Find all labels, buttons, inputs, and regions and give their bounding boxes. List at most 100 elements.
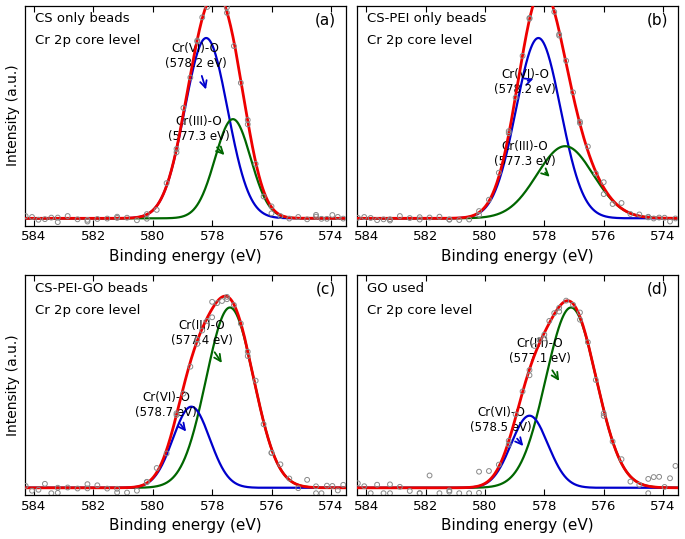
Point [346, 489, 357, 497]
Point [539, 0, 550, 6]
Point [258, 420, 269, 429]
Point [207, 313, 218, 322]
Point [384, 480, 395, 489]
Point [82, 484, 93, 493]
Point [473, 207, 484, 216]
Point [102, 214, 113, 223]
Text: (b): (b) [647, 12, 669, 27]
Point [529, 342, 540, 350]
Point [236, 79, 247, 87]
Point [643, 212, 653, 221]
Point [464, 215, 475, 224]
Point [625, 210, 636, 218]
Point [332, 212, 343, 221]
Point [221, 293, 232, 301]
Point [132, 216, 142, 225]
Point [161, 179, 172, 188]
Point [575, 118, 586, 126]
Point [568, 88, 579, 96]
Point [20, 481, 31, 490]
Point [192, 36, 203, 45]
Y-axis label: Intensity (a.u.): Intensity (a.u.) [5, 334, 20, 436]
Y-axis label: Intensity (a.u.): Intensity (a.u.) [5, 65, 20, 167]
Point [493, 168, 504, 177]
Point [192, 335, 203, 344]
Point [473, 467, 484, 476]
Point [178, 389, 189, 398]
Point [141, 478, 152, 486]
Point [503, 440, 514, 449]
Point [192, 340, 203, 348]
Point [171, 144, 182, 153]
X-axis label: Binding energy (eV): Binding energy (eV) [109, 519, 262, 534]
Point [553, 30, 564, 39]
Text: Cr(III)-O
(577.3 eV): Cr(III)-O (577.3 eV) [168, 115, 229, 154]
Point [258, 192, 269, 201]
Point [197, 13, 208, 22]
Point [359, 213, 370, 222]
Point [221, 3, 232, 12]
Point [92, 481, 103, 489]
Point [292, 484, 303, 493]
Point [171, 148, 182, 157]
Point [207, 298, 218, 306]
Point [141, 215, 152, 223]
Point [46, 213, 57, 222]
Point [544, 0, 555, 6]
Text: (a): (a) [315, 12, 336, 27]
Point [634, 210, 645, 219]
Point [670, 461, 681, 470]
Point [343, 213, 354, 222]
Point [327, 211, 338, 219]
Point [607, 437, 618, 446]
Point [529, 0, 540, 6]
Point [365, 489, 376, 497]
Point [250, 160, 261, 168]
Point [242, 120, 253, 129]
Point [575, 308, 586, 317]
Point [201, 3, 212, 11]
Point [121, 213, 132, 222]
Point [82, 480, 93, 488]
Point [414, 215, 425, 224]
Point [316, 489, 327, 497]
Point [378, 215, 389, 224]
X-axis label: Binding energy (eV): Binding energy (eV) [109, 249, 262, 264]
Point [33, 216, 44, 224]
Point [664, 217, 675, 226]
Point [503, 437, 514, 445]
Point [444, 216, 455, 224]
Point [484, 467, 495, 475]
Point [185, 73, 196, 82]
Point [171, 411, 182, 419]
Point [171, 409, 182, 418]
Point [653, 473, 664, 481]
Point [524, 371, 535, 379]
Point [216, 0, 227, 6]
Point [424, 213, 435, 222]
Point [414, 489, 425, 497]
Point [444, 487, 455, 496]
Point [414, 489, 425, 497]
Point [221, 9, 232, 17]
Point [197, 326, 208, 335]
Point [27, 213, 38, 222]
Point [598, 178, 609, 186]
Point [560, 57, 571, 65]
Point [266, 448, 277, 457]
Point [568, 300, 579, 309]
Point [250, 376, 261, 385]
Text: Cr 2p core level: Cr 2p core level [367, 34, 473, 47]
Point [301, 475, 312, 484]
Point [310, 212, 321, 221]
Text: (d): (d) [647, 282, 669, 296]
Point [338, 215, 349, 223]
Point [598, 190, 609, 198]
Text: Cr 2p core level: Cr 2p core level [35, 303, 140, 316]
Point [517, 52, 528, 60]
Text: Cr(VI)-O
(578.7 eV): Cr(VI)-O (578.7 eV) [135, 391, 197, 430]
Point [424, 471, 435, 480]
Point [141, 210, 152, 218]
Point [582, 338, 593, 347]
Point [549, 8, 560, 16]
